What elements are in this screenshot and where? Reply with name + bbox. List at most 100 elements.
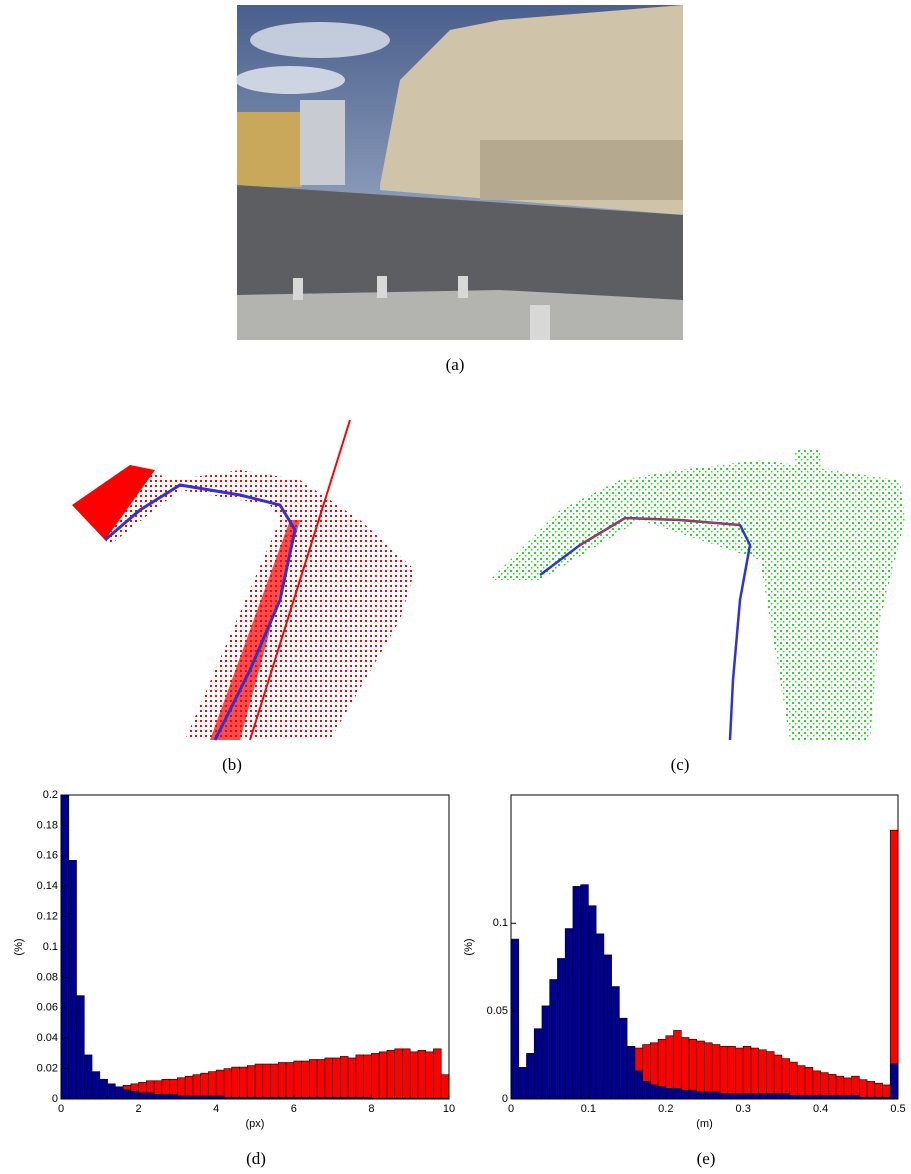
bar bbox=[750, 1093, 759, 1099]
bar bbox=[781, 1093, 790, 1099]
bar bbox=[657, 1086, 667, 1099]
bar bbox=[115, 1086, 124, 1099]
bar bbox=[409, 1051, 419, 1099]
bar bbox=[215, 1069, 225, 1099]
bar bbox=[440, 1074, 449, 1099]
bar bbox=[231, 1066, 240, 1099]
bar bbox=[254, 1063, 264, 1099]
bar bbox=[603, 954, 612, 1099]
bar bbox=[704, 1091, 713, 1099]
bar bbox=[680, 1089, 690, 1099]
bar bbox=[122, 1089, 132, 1099]
bar bbox=[688, 1089, 698, 1099]
bar bbox=[719, 1045, 729, 1099]
point-cloud-sparse bbox=[490, 450, 905, 741]
histogram-chart: 0 0.02 0.04 0.06 0.08 0.1 0.12 0.14 0.16 0.18 0.2 0… bbox=[13, 789, 455, 1168]
bar bbox=[773, 1054, 783, 1099]
bar bbox=[192, 1074, 201, 1099]
bar bbox=[580, 884, 589, 1099]
y-tick-label: 0 bbox=[502, 1093, 508, 1105]
y-tick-label: 0 bbox=[52, 1093, 58, 1105]
bar bbox=[301, 1060, 310, 1099]
bar bbox=[711, 1044, 721, 1099]
y-tick-label: 0.02 bbox=[37, 1063, 58, 1075]
histogram-chart: 0 0.05 0.1 0 0.1 0.2 0.3 0.4 0.5 (m) (%) (e) bbox=[463, 794, 906, 1168]
bar bbox=[851, 1095, 860, 1099]
y-tick-label: 0.1 bbox=[43, 941, 58, 953]
bar bbox=[742, 1093, 752, 1099]
bar bbox=[889, 1063, 898, 1099]
bar bbox=[394, 1048, 403, 1099]
bar bbox=[347, 1057, 357, 1099]
x-tick-label: 0.4 bbox=[813, 1103, 828, 1115]
bar bbox=[146, 1092, 155, 1099]
bar bbox=[735, 1047, 744, 1099]
bar bbox=[200, 1072, 209, 1099]
caption: (d) bbox=[246, 1149, 266, 1168]
bar bbox=[619, 1017, 628, 1099]
bar bbox=[99, 1078, 108, 1099]
bar bbox=[758, 1093, 767, 1099]
x-tick-label: 0 bbox=[58, 1103, 64, 1115]
bar bbox=[727, 1045, 736, 1099]
bar bbox=[316, 1059, 326, 1099]
bar bbox=[665, 1088, 674, 1099]
bar bbox=[402, 1048, 411, 1099]
y-tick-label: 0.2 bbox=[43, 789, 58, 801]
bar bbox=[696, 1040, 705, 1099]
bar bbox=[673, 1088, 682, 1099]
bar bbox=[270, 1063, 279, 1099]
bar bbox=[285, 1062, 295, 1099]
bar bbox=[277, 1062, 287, 1099]
bar bbox=[355, 1054, 364, 1099]
street-photo bbox=[235, 5, 683, 340]
x-tick-label: 6 bbox=[291, 1103, 297, 1115]
bar bbox=[735, 1093, 744, 1099]
bar bbox=[835, 1095, 845, 1099]
bar bbox=[766, 1051, 775, 1099]
bar bbox=[804, 1067, 814, 1099]
bar bbox=[246, 1065, 256, 1099]
bar bbox=[526, 1053, 535, 1099]
caption: (a) bbox=[446, 355, 465, 374]
bar bbox=[293, 1060, 302, 1099]
bar bbox=[91, 1071, 101, 1099]
bar bbox=[533, 1028, 543, 1099]
x-tick-label: 0.1 bbox=[581, 1103, 596, 1115]
y-axis-label: (%) bbox=[463, 938, 475, 955]
x-tick-label: 10 bbox=[443, 1103, 455, 1115]
point-cloud-dense bbox=[72, 419, 415, 741]
bar bbox=[208, 1071, 217, 1099]
bar bbox=[588, 905, 597, 1099]
bar bbox=[340, 1056, 349, 1099]
bar bbox=[184, 1075, 194, 1099]
bar bbox=[866, 1081, 876, 1099]
bar bbox=[417, 1050, 427, 1099]
bar bbox=[789, 1095, 798, 1099]
y-tick-label: 0.16 bbox=[37, 850, 58, 862]
bar bbox=[595, 933, 605, 1099]
bar bbox=[843, 1095, 852, 1099]
y-axis-label: (%) bbox=[13, 938, 25, 955]
bar bbox=[882, 1084, 891, 1099]
bar bbox=[611, 986, 620, 1099]
bar bbox=[76, 995, 85, 1099]
x-tick-label: 8 bbox=[368, 1103, 374, 1115]
x-tick-label: 2 bbox=[136, 1103, 142, 1115]
bar bbox=[750, 1047, 759, 1099]
bar bbox=[858, 1079, 868, 1099]
bar bbox=[812, 1095, 821, 1099]
bar bbox=[680, 1037, 690, 1099]
bar bbox=[107, 1083, 116, 1099]
bar bbox=[169, 1094, 178, 1099]
bar bbox=[781, 1058, 790, 1099]
bar bbox=[557, 958, 566, 1099]
bar bbox=[804, 1095, 814, 1099]
bar bbox=[773, 1093, 783, 1099]
bar bbox=[820, 1095, 829, 1099]
bar bbox=[549, 979, 558, 1099]
bar bbox=[518, 1067, 527, 1099]
axes-box bbox=[510, 794, 899, 1100]
bar bbox=[309, 1059, 318, 1099]
bar bbox=[378, 1051, 388, 1099]
